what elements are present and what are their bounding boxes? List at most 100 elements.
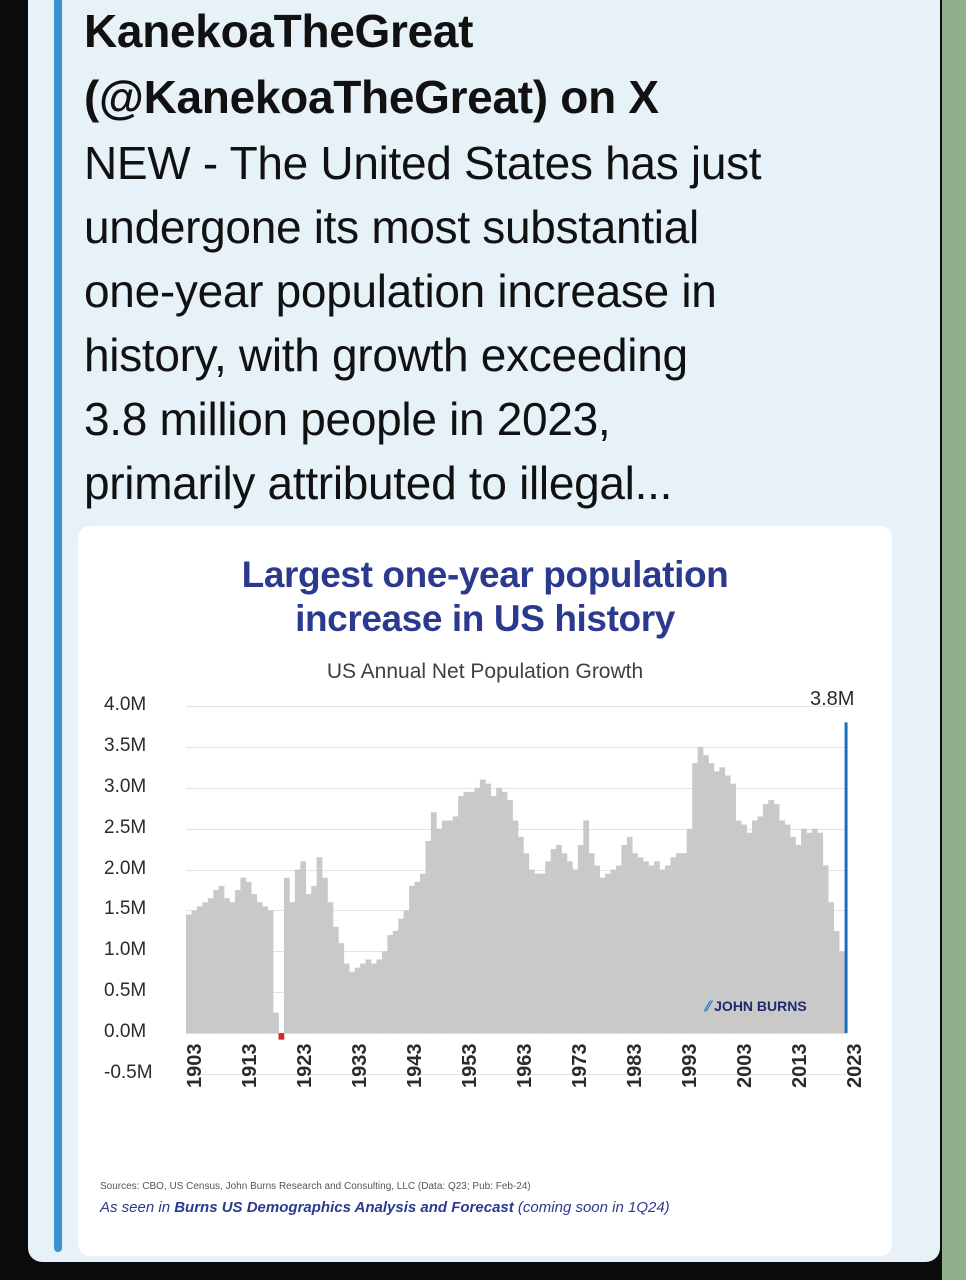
bar-1918 [267, 910, 274, 1034]
bar-1910 [224, 898, 230, 1034]
bar-1991 [664, 865, 671, 1034]
bar-1987 [643, 861, 649, 1034]
bar-1935 [360, 963, 366, 1034]
max-value-annotation: 3.8M [810, 688, 855, 710]
bar-1994 [681, 853, 688, 1034]
bar-1995 [686, 828, 693, 1034]
bar-1933 [349, 971, 356, 1034]
bar-1951 [447, 820, 453, 1034]
bar-1906 [202, 902, 209, 1034]
y-tick-label: 0.0M [104, 1021, 147, 1042]
bar-1943 [403, 910, 410, 1034]
x-tick-label: 2023 [844, 1043, 866, 1089]
bar-1970 [550, 849, 557, 1034]
bar-2004 [735, 820, 742, 1034]
bar-1953 [458, 795, 464, 1034]
bar-1949 [436, 828, 443, 1034]
bar-1963 [512, 820, 519, 1034]
chart-title-line: increase in US history [295, 598, 675, 639]
bar-1988 [648, 865, 655, 1034]
bar-2003 [730, 783, 736, 1034]
bar-1954 [463, 791, 470, 1034]
bar-1964 [518, 836, 524, 1034]
y-tick-label: 2.5M [104, 817, 147, 838]
bar-1903 [186, 914, 192, 1034]
x-tick-label: 1913 [239, 1043, 261, 1089]
x-tick-label: 1983 [624, 1043, 646, 1089]
bar-1930 [332, 926, 339, 1034]
y-tick-label: 1.0M [104, 939, 147, 960]
bar-1999 [708, 763, 715, 1034]
background-edge [942, 0, 966, 1280]
bar-1914 [245, 881, 252, 1034]
bar-1956 [474, 787, 481, 1034]
post-text-line: one-year population increase in [84, 265, 717, 317]
x-tick-label: 2013 [789, 1043, 811, 1089]
bar-1992 [670, 857, 677, 1034]
bar-1912 [234, 890, 241, 1034]
bar-2014 [790, 836, 796, 1034]
x-tick-label: 2003 [734, 1043, 756, 1089]
bar-2000 [713, 771, 720, 1034]
bar-1904 [191, 910, 198, 1034]
bar-2011 [773, 804, 780, 1034]
bar-1944 [409, 885, 415, 1034]
logo-mark-icon: ⫽ [704, 998, 711, 1014]
bar-2007 [752, 820, 758, 1034]
chart-card[interactable]: Largest one-year population increase in … [78, 526, 892, 1256]
bar-1938 [376, 959, 383, 1034]
bar-2021 [828, 902, 834, 1034]
bar-1947 [425, 840, 432, 1034]
bar-2005 [741, 824, 747, 1034]
bar-2023 [839, 951, 845, 1034]
bar-2015 [795, 845, 802, 1034]
bar-1932 [343, 963, 350, 1034]
y-tick-label: 1.5M [104, 898, 147, 919]
y-tick-label: 3.5M [104, 735, 147, 756]
bar-1958 [485, 783, 492, 1034]
y-tick-label: -0.5M [104, 1062, 153, 1083]
bar-1924 [300, 861, 307, 1034]
bar-2006 [746, 832, 753, 1034]
post-author[interactable]: KanekoaTheGreat [84, 5, 474, 57]
bar-1925 [305, 894, 312, 1034]
x-tick-label: 1903 [184, 1043, 206, 1089]
bar-1993 [675, 853, 682, 1034]
post-text-line: NEW - The United States has just [84, 137, 762, 189]
bar-2008 [757, 816, 764, 1034]
bar-1978 [594, 865, 600, 1034]
bar-1941 [392, 930, 399, 1034]
bar-2018 [811, 828, 818, 1034]
bar-1984 [626, 836, 633, 1034]
bar-1921 [283, 877, 290, 1034]
bar-2001 [719, 767, 726, 1034]
bar-chart [186, 722, 848, 1040]
y-tick-label: 0.5M [104, 980, 147, 1001]
bar-1928 [322, 877, 328, 1034]
bar-2017 [806, 832, 813, 1034]
bar-1971 [556, 845, 562, 1034]
bar-1922 [289, 902, 296, 1034]
post-text-line: 3.8 million people in 2023, [84, 393, 611, 445]
x-tick-label: 1973 [569, 1043, 591, 1089]
gridline [186, 1074, 846, 1075]
bar-1931 [338, 943, 345, 1034]
x-tick-label: 1953 [459, 1043, 481, 1089]
bar-1962 [507, 800, 513, 1034]
logo-text: JOHN BURNS [714, 998, 807, 1014]
chart-title-line: Largest one-year population [241, 554, 729, 595]
bar-1950 [441, 820, 448, 1034]
bar-1980 [605, 873, 611, 1034]
chart-subtitle: US Annual Net Population Growth [326, 660, 644, 683]
bar-1907 [207, 898, 214, 1034]
bar-1919 [273, 1012, 279, 1034]
x-tick-label: 1923 [294, 1043, 316, 1089]
bar-1982 [615, 865, 622, 1034]
bar-1915 [251, 894, 258, 1034]
bar-1942 [398, 918, 404, 1034]
gridline [186, 747, 846, 748]
bar-1989 [654, 861, 660, 1034]
credit-prefix: As seen in [100, 1199, 175, 1216]
post-handle[interactable]: (@KanekoaTheGreat) on X [84, 71, 659, 123]
x-tick-label: 1993 [679, 1043, 701, 1089]
